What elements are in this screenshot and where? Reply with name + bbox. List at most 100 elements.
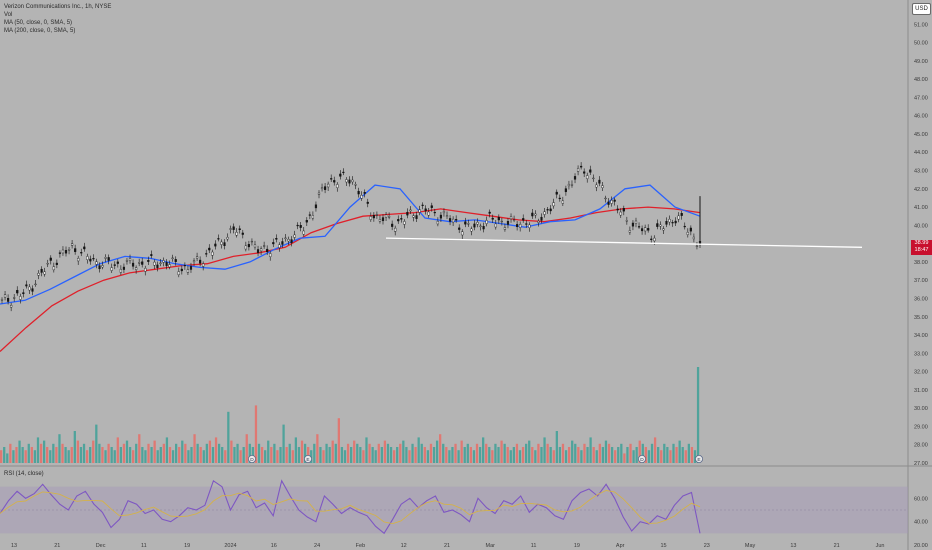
candle-body — [683, 225, 686, 228]
candle-body — [186, 269, 190, 273]
volume-bar — [571, 440, 574, 463]
candle-body — [448, 218, 452, 222]
volume-bar — [313, 443, 316, 463]
candle-body — [275, 238, 278, 240]
candle-body — [418, 209, 421, 213]
volume-bar — [178, 447, 181, 463]
candle-body — [284, 237, 287, 239]
candle-body — [119, 268, 122, 273]
volume-bar — [598, 443, 601, 463]
price-axis-ticks: 51.00 50.00 49.00 48.00 47.00 46.00 45.00 44.00… — [914, 22, 928, 467]
volume-bar — [638, 440, 641, 463]
candle-body — [266, 248, 269, 253]
x-tick-label: 24 — [314, 543, 320, 549]
volume-bar — [33, 450, 37, 463]
last-price-tag: 38.99 18:47 — [911, 240, 932, 255]
volume-bar — [687, 443, 690, 463]
volume-bar — [389, 447, 393, 463]
legend-title[interactable]: Verizon Communications Inc., 1h, NYSE — [4, 4, 112, 10]
candle-body — [342, 171, 345, 174]
candle-body — [296, 224, 299, 227]
volume-bar — [104, 450, 107, 463]
volume-bar — [350, 447, 353, 463]
candle-body — [522, 218, 525, 221]
candle-body — [586, 175, 589, 179]
candle-body — [144, 268, 147, 272]
candle-body — [668, 218, 671, 223]
candle-body — [689, 227, 692, 232]
volume-bar — [509, 450, 512, 463]
candle-body — [534, 213, 537, 216]
candle-body — [455, 219, 458, 221]
volume-bar — [402, 440, 405, 463]
candle-body — [601, 185, 604, 188]
volume-bar — [368, 443, 371, 463]
candle-body — [445, 215, 449, 217]
volume-bar — [101, 447, 104, 463]
volume-bar — [515, 443, 519, 463]
candle-body — [461, 231, 464, 236]
volume-bar — [334, 443, 337, 463]
candle-body — [272, 242, 275, 245]
candle-body — [171, 257, 174, 259]
y-tick-label: 49.00 — [914, 59, 928, 65]
volume-bar — [340, 447, 344, 463]
volume-bar — [417, 437, 420, 463]
legend-ma50[interactable]: MA (50, close, 0, SMA, 5) — [4, 20, 73, 26]
candle-body — [259, 248, 263, 252]
x-tick-label: 13 — [11, 543, 17, 549]
candle-body — [61, 249, 65, 254]
candle-body — [40, 268, 43, 273]
candle-body — [238, 228, 241, 230]
volume-bar — [356, 443, 359, 463]
volume-bar — [285, 447, 288, 463]
volume-bar — [165, 437, 169, 463]
candle-body — [89, 258, 92, 262]
candle-body — [622, 208, 625, 212]
candle-body — [71, 243, 74, 246]
volume-bar — [469, 447, 473, 463]
candle-body — [320, 187, 324, 190]
candle-body — [195, 256, 199, 259]
volume-bar — [463, 447, 466, 463]
volume-bar — [159, 447, 162, 463]
currency-badge[interactable]: USD — [912, 3, 931, 15]
event-marker — [303, 454, 312, 463]
volume-bar — [512, 447, 515, 463]
x-tick-label: 16 — [271, 543, 277, 549]
volume-bar — [0, 450, 3, 463]
volume-bar — [567, 447, 571, 463]
volume-bar — [574, 443, 577, 463]
volume-bar — [531, 447, 534, 463]
volume-bar — [168, 447, 172, 463]
candle-body — [573, 176, 577, 180]
candle-body — [439, 214, 443, 219]
volume-bar — [583, 443, 586, 463]
legend-ma200[interactable]: MA (200, close, 0, SMA, 5) — [4, 28, 76, 34]
candle-body — [336, 184, 339, 188]
volume-bar — [153, 440, 156, 463]
y-tick-label: 48.00 — [914, 77, 928, 83]
volume-bar — [644, 447, 648, 463]
legend-vol[interactable]: Vol — [4, 12, 13, 18]
rsi-axis-ticks: 60.00 40.00 20.00 — [914, 496, 928, 549]
legend-rsi[interactable]: RSI (14, close) — [4, 471, 44, 477]
volume-bar — [555, 431, 558, 463]
volume-bar — [561, 443, 565, 463]
volume-bar — [217, 443, 221, 463]
candle-body — [442, 211, 446, 214]
candle-body — [549, 208, 552, 212]
volume-bar — [454, 443, 457, 463]
y-tick-label: 30.00 — [914, 406, 928, 412]
volume-bar — [617, 447, 620, 463]
candle-body — [202, 263, 205, 267]
candle-body — [680, 213, 683, 216]
volume-bar — [653, 437, 657, 463]
candle-body — [55, 262, 58, 265]
volume-bar — [257, 443, 261, 463]
candle-body — [333, 180, 336, 183]
volume-bar — [610, 447, 614, 463]
volume-bar — [199, 447, 202, 463]
